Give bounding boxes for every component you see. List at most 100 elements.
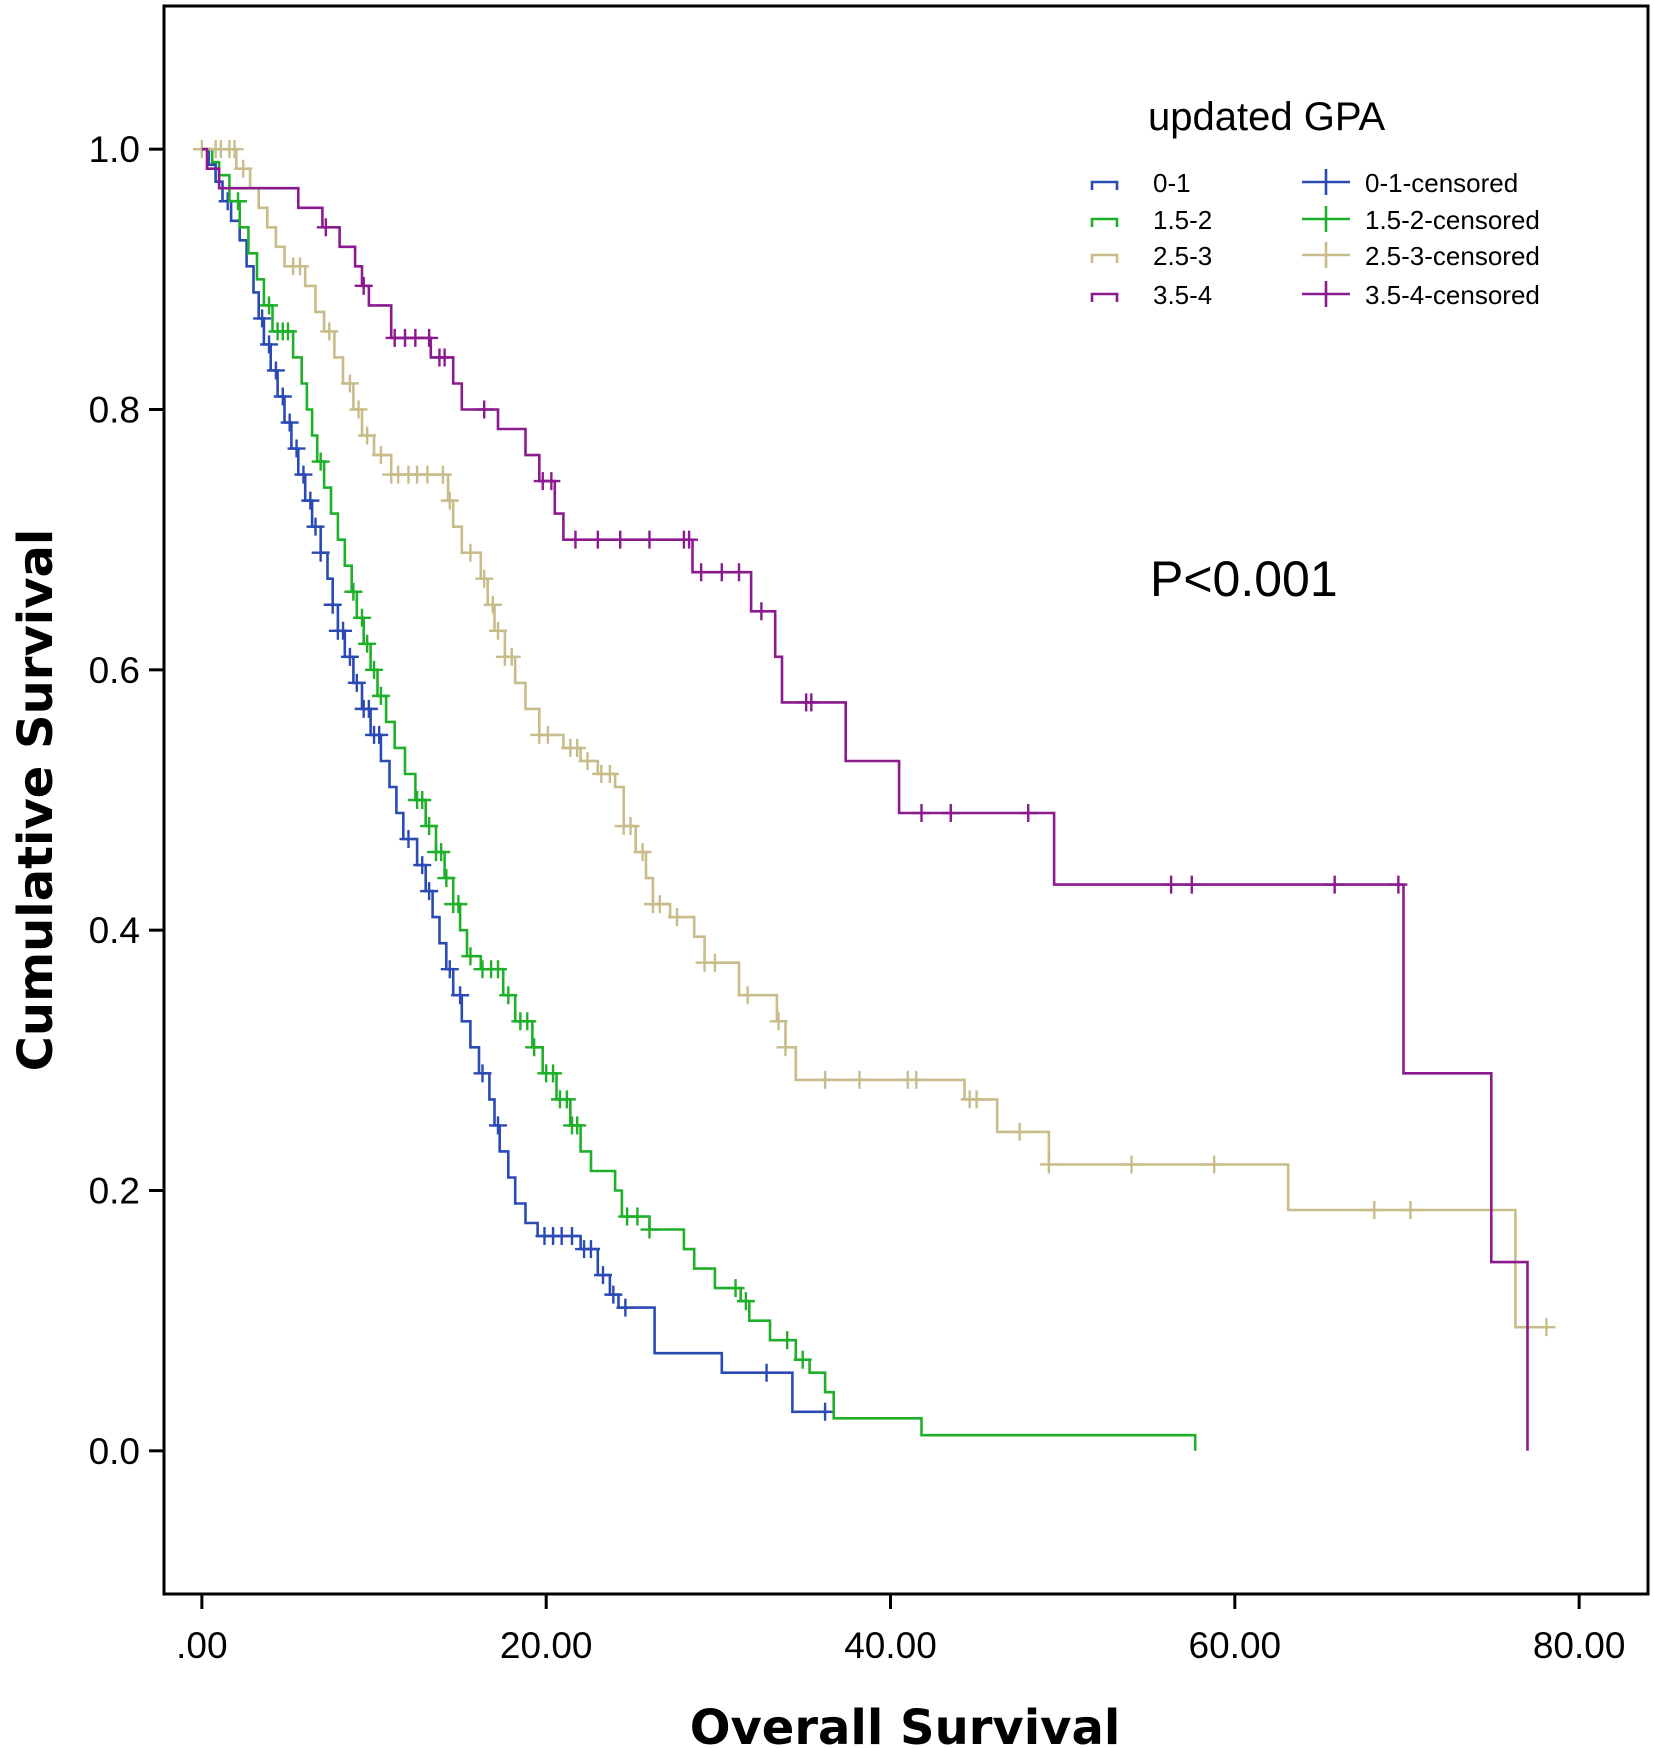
censor-mark	[323, 595, 342, 614]
censor-mark	[705, 953, 724, 972]
censor-mark	[568, 738, 587, 757]
censor-mark	[371, 686, 390, 705]
censor-mark	[1365, 1201, 1384, 1220]
censor-mark	[306, 517, 325, 536]
censor-mark	[600, 764, 619, 783]
censor-mark	[907, 1070, 926, 1089]
censor-mark	[1537, 1318, 1556, 1337]
censor-mark	[320, 322, 339, 341]
legend-line-swatch	[1090, 217, 1119, 227]
censor-mark	[730, 563, 749, 582]
censor-mark	[365, 660, 384, 679]
censor-mark	[640, 1220, 659, 1239]
censor-mark	[311, 543, 330, 562]
censor-mark	[432, 843, 451, 862]
series-1.5-2	[201, 147, 1197, 1451]
y-tick-label: 0.4	[89, 910, 140, 951]
censor-mark	[449, 895, 468, 914]
x-tick-label: 80.00	[1533, 1625, 1626, 1666]
y-axis-title: Cumulative Survival	[8, 529, 64, 1072]
censor-mark	[413, 856, 432, 875]
censor-mark	[1182, 875, 1201, 894]
survival-curve-2.5-3	[201, 147, 1545, 1329]
survival-curve-0-1	[201, 147, 831, 1414]
censor-mark	[334, 621, 353, 640]
censor-mark	[253, 309, 272, 328]
censor-mark	[280, 413, 299, 432]
y-tick-label: 0.0	[89, 1431, 140, 1472]
censor-mark	[769, 1012, 788, 1031]
y-axis: 0.0 0.2 0.4 0.6 0.8 1.0	[89, 6, 166, 1594]
censor-mark	[1039, 1155, 1058, 1174]
censor-mark	[399, 830, 418, 849]
censor-mark	[461, 543, 480, 562]
y-tick-label: 0.8	[89, 390, 140, 431]
censor-mark	[475, 400, 494, 419]
censor-mark	[420, 882, 439, 901]
censor-mark	[538, 725, 557, 744]
legend-label: 1.5-2-censored	[1365, 205, 1540, 235]
censor-mark	[640, 530, 659, 549]
legend-title: updated GPA	[1148, 95, 1386, 139]
legend-label: 3.5-4-censored	[1365, 280, 1540, 310]
censor-mark	[633, 843, 652, 862]
censor-mark	[566, 530, 585, 549]
censor-mark	[668, 908, 687, 927]
censor-mark	[616, 1298, 635, 1317]
legend: updated GPA 0-1 0-1-censored 1.5-2 1.5-2-ce…	[1090, 95, 1540, 310]
x-ticks: .00 20.00 40.00 60.00 80.00	[176, 1594, 1625, 1666]
censor-mark	[816, 1402, 835, 1421]
censor-mark	[544, 1064, 563, 1083]
censor-mark	[440, 491, 459, 510]
censor-mark	[967, 1090, 986, 1109]
censor-mark	[736, 1292, 755, 1311]
censor-mark	[1389, 875, 1408, 894]
series-3.5-4	[201, 147, 1529, 1451]
censor-mark	[557, 1090, 576, 1109]
censor-mark	[234, 159, 253, 178]
censor-mark	[594, 1266, 613, 1285]
series-layer	[192, 140, 1556, 1451]
censor-mark	[1019, 804, 1038, 823]
legend-line-swatch	[1090, 180, 1119, 190]
censor-mark	[518, 1012, 537, 1031]
censor-mark	[650, 895, 669, 914]
censor-mark	[588, 530, 607, 549]
censor-mark	[291, 257, 310, 276]
censor-mark	[850, 1070, 869, 1089]
censor-mark	[420, 817, 439, 836]
censor-mark	[287, 439, 306, 458]
censor-mark	[604, 1285, 623, 1304]
censor-mark	[1010, 1122, 1029, 1141]
legend-label: 2.5-3-censored	[1365, 241, 1540, 271]
censor-mark	[563, 1227, 582, 1246]
censor-mark	[542, 472, 561, 491]
series-2.5-3	[192, 140, 1556, 1337]
censor-mark	[260, 296, 279, 315]
censor-mark	[359, 699, 378, 718]
x-axis-title: Overall Survival	[690, 1700, 1121, 1748]
censor-mark	[1325, 875, 1344, 894]
censor-mark	[371, 446, 390, 465]
x-axis: .00 20.00 40.00 60.00 80.00	[164, 1592, 1648, 1666]
censor-mark	[726, 1279, 745, 1298]
censor-mark	[1162, 875, 1181, 894]
legend-label: 0-1-censored	[1365, 168, 1518, 198]
censor-mark	[738, 986, 757, 1005]
x-tick-label: 60.00	[1189, 1625, 1282, 1666]
censor-mark	[581, 1240, 600, 1259]
censor-mark	[354, 276, 373, 295]
censor-mark	[568, 1116, 587, 1135]
censor-mark	[475, 569, 494, 588]
legend-line-swatch	[1090, 292, 1119, 302]
censor-mark	[1401, 1201, 1420, 1220]
legend-entries: 0-1 0-1-censored 1.5-2 1.5-2-censored 2.5-3 2…	[1090, 168, 1540, 310]
survival-curve-3.5-4	[201, 147, 1529, 1451]
censor-mark	[413, 791, 432, 809]
legend-censor-swatch	[1302, 242, 1350, 268]
censor-mark	[358, 634, 377, 653]
censor-mark	[488, 621, 507, 640]
legend-censor-swatch	[1302, 281, 1350, 307]
censor-mark	[420, 328, 439, 347]
